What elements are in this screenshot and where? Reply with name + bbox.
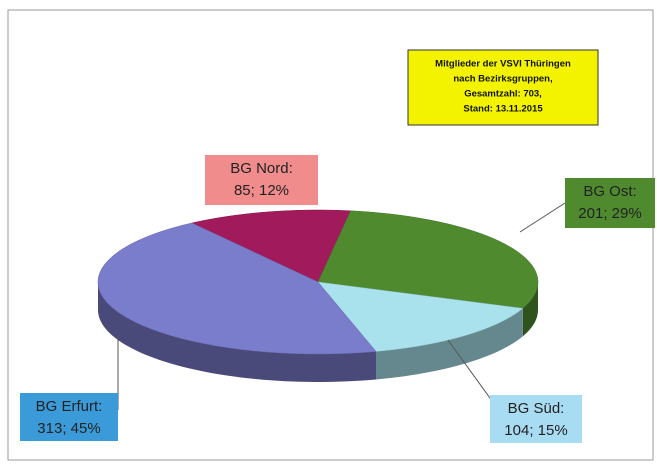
title-line: nach Bezirksgruppen, [453,74,552,85]
title-line: Gesamtzahl: 703, [464,89,542,100]
label-value: 201; 29% [578,205,641,222]
leader-line [447,339,496,406]
slice [317,210,539,309]
slice [97,222,377,355]
label-name: BG Ost: [583,183,636,200]
title-box [407,49,599,126]
title-line: Mitglieder der VSVI Thüringen [435,59,571,70]
label-value: 313; 45% [37,420,100,437]
label-value: 104; 15% [504,422,567,439]
slice-side [98,282,376,382]
label-value: 85; 12% [234,182,289,199]
leader-line [519,202,566,233]
label-name: BG Süd: [508,400,565,417]
slice-side [375,308,523,380]
label-box [565,178,655,228]
slice [191,209,352,283]
label-name: BG Erfurt: [36,398,103,415]
label-name: BG Nord: [230,160,293,177]
title-line: Stand: 13.11.2015 [463,104,543,115]
label-box [205,155,318,205]
label-box [20,393,118,441]
label-box [490,395,582,443]
slice [317,281,524,352]
